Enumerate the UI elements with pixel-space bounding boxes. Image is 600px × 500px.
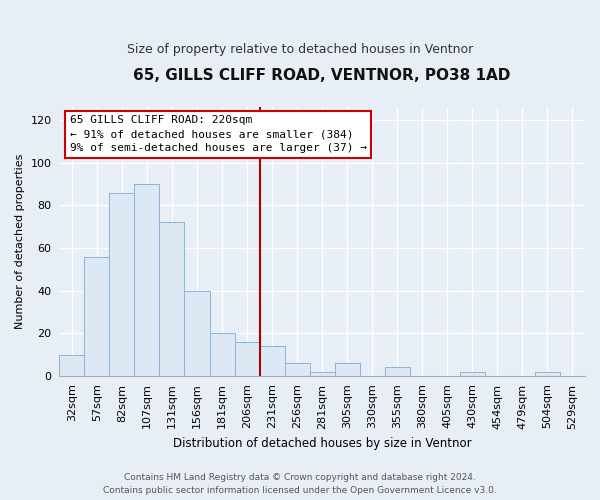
Bar [260, 346, 284, 376]
Bar [535, 372, 560, 376]
X-axis label: Distribution of detached houses by size in Ventnor: Distribution of detached houses by size … [173, 437, 472, 450]
Text: Contains HM Land Registry data © Crown copyright and database right 2024.
Contai: Contains HM Land Registry data © Crown c… [103, 474, 497, 495]
Bar [335, 363, 360, 376]
Bar [134, 184, 160, 376]
Bar [85, 256, 109, 376]
Bar [460, 372, 485, 376]
Title: 65, GILLS CLIFF ROAD, VENTNOR, PO38 1AD: 65, GILLS CLIFF ROAD, VENTNOR, PO38 1AD [133, 68, 511, 82]
Bar [209, 334, 235, 376]
Bar [109, 192, 134, 376]
Bar [284, 363, 310, 376]
Text: 65 GILLS CLIFF ROAD: 220sqm
← 91% of detached houses are smaller (384)
9% of sem: 65 GILLS CLIFF ROAD: 220sqm ← 91% of det… [70, 116, 367, 154]
Bar [310, 372, 335, 376]
Bar [385, 368, 410, 376]
Bar [59, 354, 85, 376]
Text: Size of property relative to detached houses in Ventnor: Size of property relative to detached ho… [127, 42, 473, 56]
Bar [235, 342, 260, 376]
Bar [184, 290, 209, 376]
Bar [160, 222, 184, 376]
Y-axis label: Number of detached properties: Number of detached properties [15, 154, 25, 330]
